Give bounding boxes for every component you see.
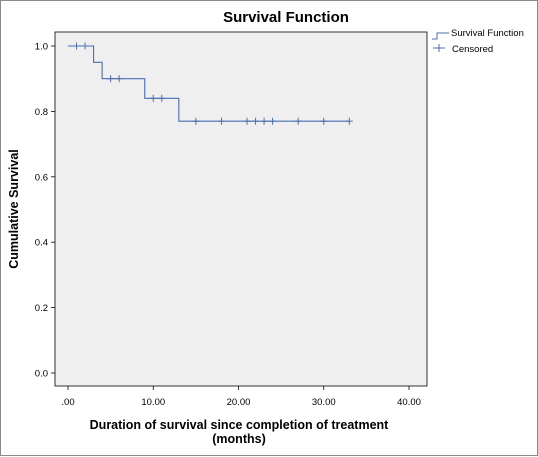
legend: Survival Function Censored bbox=[432, 28, 524, 55]
y-tick-label: 0.2 bbox=[35, 303, 48, 314]
legend-survival-function-swatch bbox=[432, 32, 449, 40]
chart-title: Survival Function bbox=[223, 9, 349, 26]
censored-point bbox=[320, 117, 328, 125]
y-tick-label: 0.4 bbox=[35, 238, 48, 249]
y-axis-ticks: 0.0 0.2 0.4 0.6 0.8 1.0 bbox=[35, 42, 55, 380]
x-tick-label: .00 bbox=[61, 397, 74, 408]
x-tick-label: 20.00 bbox=[227, 397, 251, 408]
censored-point bbox=[192, 117, 200, 125]
censored-point bbox=[149, 94, 157, 102]
censored-point bbox=[243, 117, 251, 125]
censored-point bbox=[115, 75, 123, 83]
censored-point bbox=[81, 42, 89, 50]
legend-survival-function-label: Survival Function bbox=[451, 28, 524, 39]
x-tick-label: 30.00 bbox=[312, 397, 336, 408]
censored-point bbox=[217, 117, 225, 125]
plot-area bbox=[54, 31, 428, 387]
censored-point bbox=[73, 42, 81, 50]
survival-function-series bbox=[68, 45, 350, 122]
y-tick-label: 1.0 bbox=[35, 42, 48, 53]
censored-point bbox=[260, 117, 268, 125]
x-axis-title: Duration of survival since completion of… bbox=[90, 418, 390, 432]
legend-censored-swatch bbox=[433, 44, 445, 52]
x-tick-label: 10.00 bbox=[141, 397, 165, 408]
censored-point bbox=[252, 117, 260, 125]
censored-series bbox=[73, 42, 353, 125]
x-axis-title-unit: (months) bbox=[212, 432, 265, 446]
y-axis-title: Cumulative Survival bbox=[7, 149, 21, 269]
x-axis-ticks: .00 10.00 20.00 30.00 40.00 bbox=[61, 386, 421, 408]
censored-point bbox=[294, 117, 302, 125]
legend-censored-label: Censored bbox=[452, 44, 493, 55]
censored-point bbox=[345, 117, 353, 125]
x-tick-label: 40.00 bbox=[397, 397, 421, 408]
y-tick-label: 0.0 bbox=[35, 369, 48, 380]
y-tick-label: 0.6 bbox=[35, 172, 48, 183]
y-tick-label: 0.8 bbox=[35, 107, 48, 118]
censored-point bbox=[107, 75, 115, 83]
survival-step-line bbox=[68, 45, 350, 122]
censored-point bbox=[158, 94, 166, 102]
censored-point bbox=[269, 117, 277, 125]
